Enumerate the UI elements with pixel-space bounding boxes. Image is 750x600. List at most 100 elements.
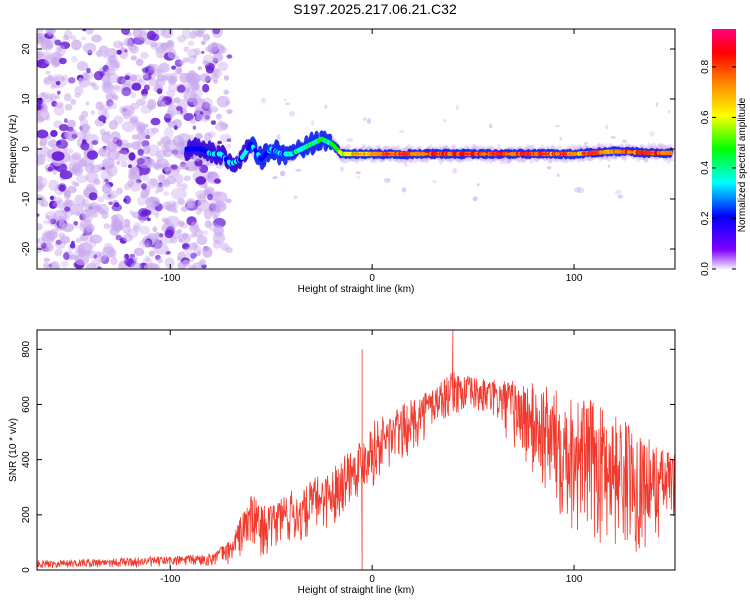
signal-peak: [561, 152, 567, 156]
noise-blob: [223, 89, 230, 95]
noise-blob: [190, 252, 197, 259]
noise-blob: [59, 57, 67, 65]
noise-blob: [146, 64, 157, 74]
noise-blob: [204, 220, 212, 229]
noise-blob: [70, 35, 77, 41]
noise-blob: [195, 113, 204, 121]
noise-blob: [167, 48, 177, 60]
noise-blob: [164, 97, 172, 106]
noise-blob: [129, 180, 142, 192]
noise-blob: [363, 117, 367, 121]
noise-blob: [135, 58, 144, 67]
noise-blob: [192, 125, 197, 130]
noise-blob: [99, 70, 105, 77]
noise-blob: [50, 84, 56, 90]
noise-blob: [108, 120, 118, 130]
noise-blob: [63, 34, 69, 41]
noise-blob: [81, 208, 91, 219]
noise-blob: [196, 250, 201, 257]
noise-blob: [122, 233, 134, 242]
noise-blob: [144, 238, 153, 248]
noise-blob: [102, 51, 108, 59]
noise-blob: [37, 109, 42, 116]
y-tick-label: 20: [21, 43, 32, 55]
noise-blob: [86, 67, 91, 74]
colorbar-tick-label: 0.8: [700, 60, 711, 74]
noise-blob: [90, 211, 99, 218]
noise-blob: [203, 132, 213, 143]
noise-blob: [189, 118, 197, 124]
snr-ticks: -100 0 100 0 200 400 600 800: [21, 330, 675, 585]
noise-blob: [152, 226, 158, 233]
noise-blob: [37, 223, 43, 231]
noise-blob: [176, 106, 183, 111]
noise-blob: [183, 46, 190, 52]
noise-blob: [142, 70, 149, 79]
noise-blob: [45, 115, 51, 121]
noise-blob: [217, 61, 229, 72]
snr-series-line: [37, 330, 675, 570]
noise-blob: [37, 32, 44, 45]
noise-blob: [141, 93, 148, 99]
noise-blob: [223, 75, 230, 81]
noise-blob: [111, 218, 121, 228]
signal-peak: [506, 152, 517, 156]
noise-blob: [96, 50, 103, 57]
noise-blob: [148, 250, 155, 257]
noise-blob: [203, 60, 210, 66]
noise-blob: [115, 150, 129, 162]
noise-blob: [77, 247, 83, 254]
noise-blob: [610, 136, 617, 139]
noise-blob: [173, 125, 178, 130]
noise-blob: [190, 221, 199, 230]
noise-blob: [127, 164, 133, 168]
signal-peak: [581, 151, 587, 155]
snr-panel: -100 0 100 0 200 400 600 800 Height of straight…: [8, 329, 676, 596]
noise-blob: [180, 110, 184, 114]
noise-blob: [559, 137, 563, 141]
noise-blob: [121, 105, 135, 117]
noise-blob: [404, 161, 408, 168]
noise-blob: [272, 176, 278, 180]
noise-blob: [204, 171, 217, 182]
noise-blob: [82, 29, 87, 32]
noise-blob: [50, 77, 61, 89]
noise-blob: [43, 76, 52, 86]
noise-blob: [110, 131, 121, 143]
noise-blob: [85, 263, 97, 269]
noise-blob: [166, 41, 174, 47]
noise-blob: [63, 252, 70, 261]
noise-blob: [127, 43, 137, 51]
noise-blob: [119, 42, 125, 47]
noise-blob: [60, 260, 69, 268]
signal-core: [669, 150, 673, 156]
signal-peak: [570, 152, 578, 156]
noise-blob: [108, 194, 112, 198]
noise-blob: [93, 178, 101, 185]
noise-blob: [124, 49, 128, 53]
noise-blob: [124, 253, 130, 260]
noise-blob: [110, 257, 118, 266]
noise-blob: [383, 178, 391, 183]
noise-blob: [81, 36, 87, 41]
noise-blob: [82, 42, 97, 54]
noise-blob: [96, 266, 102, 269]
signal-peak: [659, 151, 666, 155]
noise-blob: [176, 256, 183, 261]
signal-peak: [417, 152, 429, 156]
noise-blob: [216, 113, 222, 120]
noise-blob: [82, 139, 87, 145]
noise-blob: [112, 94, 119, 101]
noise-blob: [140, 104, 153, 114]
noise-blob: [40, 39, 54, 51]
noise-blob: [129, 253, 136, 259]
noise-blob: [151, 103, 155, 108]
noise-blob: [85, 101, 90, 106]
noise-blob: [69, 242, 76, 249]
y-tick-label: 600: [21, 396, 32, 413]
noise-blob: [91, 140, 99, 146]
noise-blob: [137, 148, 144, 156]
noise-blob: [37, 29, 44, 33]
noise-blob: [150, 63, 160, 71]
noise-blob: [555, 125, 560, 128]
